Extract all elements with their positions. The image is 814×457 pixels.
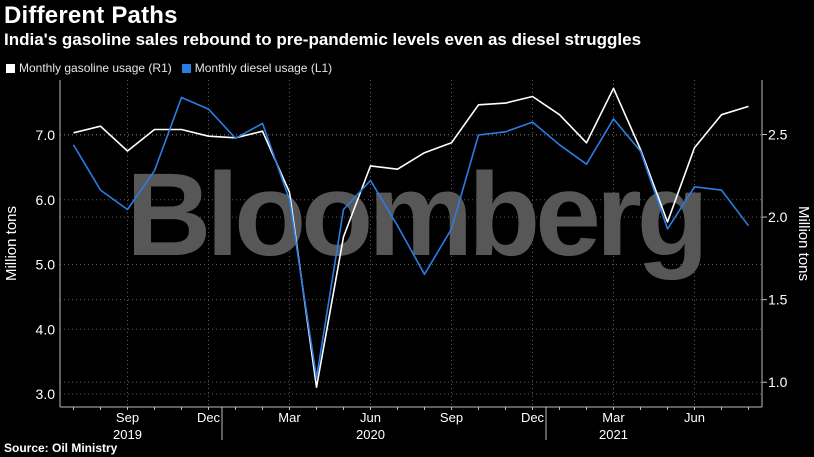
y-tick-right-label: 2.5	[768, 127, 788, 143]
y-tick-right-label: 1.0	[768, 374, 788, 390]
gasoline-swatch	[6, 63, 15, 73]
y-tick-right-label: 2.0	[768, 209, 788, 225]
x-tick-year-label: 2020	[356, 427, 385, 442]
x-tick-year-label: 2019	[113, 427, 142, 442]
legend-item-gasoline: Monthly gasoline usage (R1)	[6, 61, 172, 75]
y-tick-left-label: 6.0	[36, 192, 56, 208]
y-tick-left-label: 5.0	[36, 257, 56, 273]
chart-title: Different Paths	[4, 2, 178, 29]
x-tick-month-label: Jun	[684, 410, 705, 425]
y-tick-right-label: 1.5	[768, 292, 788, 308]
x-tick-month-label: Dec	[197, 410, 221, 425]
chart-subtitle: India's gasoline sales rebound to pre-pa…	[4, 30, 642, 49]
x-tick-month-label: Mar	[278, 410, 301, 425]
diesel-swatch	[181, 63, 191, 73]
legend-label-gasoline: Monthly gasoline usage (R1)	[19, 61, 172, 75]
y-tick-left-label: 4.0	[36, 321, 56, 337]
x-tick-month-label: Sep	[116, 410, 139, 425]
gasoline-series-line	[73, 87, 749, 389]
source-note: Source: Oil Ministry	[4, 441, 118, 455]
x-tick-month-label: Sep	[440, 410, 463, 425]
legend-label-diesel: Monthly diesel usage (L1)	[194, 61, 333, 75]
legend-item-diesel: Monthly diesel usage (L1)	[181, 61, 333, 75]
x-tick-year-label: 2021	[599, 427, 628, 442]
diesel-series-line	[72, 96, 750, 379]
y-axis-right-title: Million tons	[795, 206, 812, 281]
x-tick-month-label: Dec	[521, 410, 545, 425]
x-tick-month-label: Mar	[602, 410, 625, 425]
y-axis-left-title: Million tons	[3, 206, 20, 281]
x-tick-month-label: Jun	[360, 410, 381, 425]
legend: Monthly gasoline usage (R1) Monthly dies…	[6, 60, 342, 76]
y-tick-left-label: 7.0	[36, 127, 56, 143]
y-tick-left-label: 3.0	[36, 386, 56, 402]
